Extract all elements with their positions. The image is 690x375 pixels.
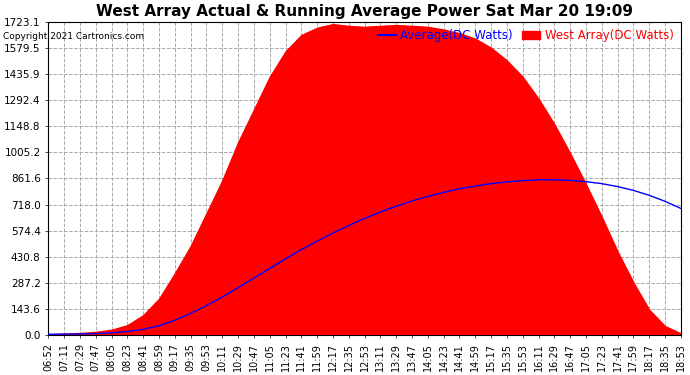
Text: Copyright 2021 Cartronics.com: Copyright 2021 Cartronics.com <box>3 32 145 41</box>
Legend: Average(DC Watts), West Array(DC Watts): Average(DC Watts), West Array(DC Watts) <box>377 28 675 43</box>
Title: West Array Actual & Running Average Power Sat Mar 20 19:09: West Array Actual & Running Average Powe… <box>96 4 633 19</box>
